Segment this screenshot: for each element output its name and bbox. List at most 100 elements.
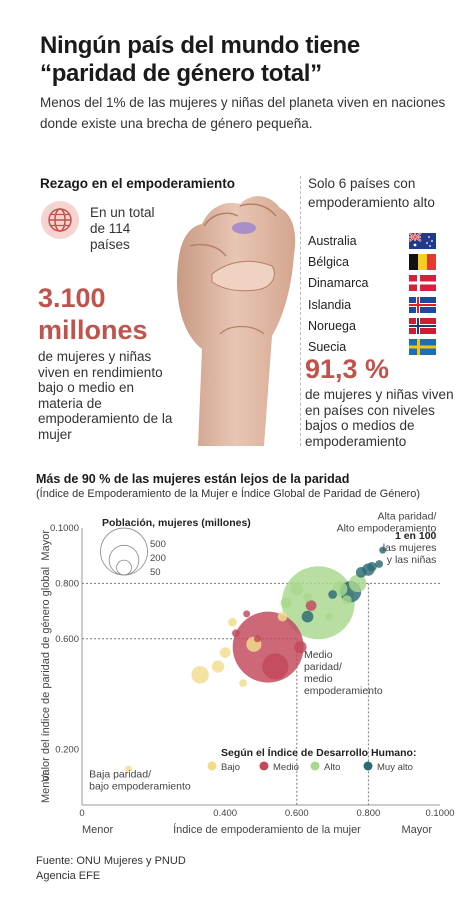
data-point-bajo xyxy=(239,679,248,688)
data-point-bajo xyxy=(125,765,133,773)
country-name: Bélgica xyxy=(308,254,349,269)
color-legend-label: Bajo xyxy=(221,762,240,773)
country-row-norway: Noruega xyxy=(308,315,436,336)
color-legend-swatch xyxy=(363,761,373,771)
y-tick-label: 0.600 xyxy=(55,634,79,645)
color-legend-swatch xyxy=(207,761,217,771)
data-point-alto xyxy=(303,592,312,602)
data-point-alto xyxy=(290,582,304,596)
australia-flag-icon xyxy=(409,232,436,249)
page-title: Ningún país del mundo tiene “paridad de … xyxy=(40,32,360,87)
y-axis-low-label: Menor xyxy=(40,771,52,803)
data-point-alto xyxy=(280,597,292,609)
data-point-bajo xyxy=(191,666,209,684)
data-point-bajo xyxy=(277,611,288,622)
data-point-medio xyxy=(262,653,289,680)
country-row-iceland: Islandia xyxy=(308,294,436,315)
annotation-text: Alta paridad/ xyxy=(377,511,436,523)
color-legend-title: Según el Índice de Desarrollo Humano: xyxy=(221,746,416,759)
country-list: Australia Bélgica Dinamarca xyxy=(308,230,436,358)
country-name: Dinamarca xyxy=(308,276,369,291)
annotation-text: medio xyxy=(304,673,333,685)
data-point-muy_alto xyxy=(375,560,384,568)
annotation-text: y las niñas xyxy=(387,554,437,566)
y-axis-high-label: Mayor xyxy=(40,530,52,561)
right-panel-description: de mujeres y niñas viven en países con n… xyxy=(305,387,454,449)
raised-fist-illustration xyxy=(177,196,296,446)
size-legend-label: 50 xyxy=(150,567,161,578)
data-point-medio xyxy=(294,640,307,654)
total-countries-text: En un total de 114 países xyxy=(90,205,155,252)
x-tick-label: 0.400 xyxy=(213,808,237,819)
size-legend-label: 500 xyxy=(150,539,166,550)
data-point-muy_alto xyxy=(328,590,337,599)
data-point-bajo xyxy=(227,617,237,627)
x-tick-label: 0.1000 xyxy=(425,808,454,819)
data-point-medio xyxy=(253,635,261,643)
annotation-text: empoderamiento xyxy=(304,685,383,697)
annotation-text: bajo empoderamiento xyxy=(89,780,191,792)
big-number-value: 3.100 xyxy=(38,283,106,313)
country-row-denmark: Dinamarca xyxy=(308,273,436,294)
sweden-flag-icon xyxy=(409,339,436,356)
size-legend-title: Población, mujeres (millones) xyxy=(102,517,251,529)
globe-icon xyxy=(41,201,79,239)
agency-line: Agencia EFE xyxy=(36,870,101,882)
scatter-chart: 0.400 0.600 0.800 0.1000 0 0.200 0.600 0.800 0.1… xyxy=(40,511,455,836)
color-legend-label: Muy alto xyxy=(377,762,413,773)
big-number-unit: millones xyxy=(38,315,148,345)
annotation-text: 1 en 100 xyxy=(395,530,437,542)
y-tick-label: 0.200 xyxy=(55,745,79,756)
belgium-flag-icon xyxy=(409,253,436,270)
x-axis-low-label: Menor xyxy=(82,824,114,836)
size-legend-label: 200 xyxy=(150,553,166,564)
country-name: Australia xyxy=(308,233,357,248)
data-point-alto xyxy=(325,612,333,621)
page-subtitle: Menos del 1% de las mujeres y niñas del … xyxy=(40,95,446,131)
annotation-text: Alto empoderamiento xyxy=(337,523,437,535)
data-point-muy_alto xyxy=(355,566,367,578)
norway-flag-icon xyxy=(409,317,436,334)
y-axis-label: Valor del índice de paridad de género gl… xyxy=(40,567,52,782)
country-name: Suecia xyxy=(308,340,347,355)
left-panel-heading: Rezago en el empoderamiento xyxy=(40,176,236,191)
y-tick-label: 0.1000 xyxy=(50,523,79,534)
panel-divider xyxy=(300,176,301,446)
chart-subtitle: (Índice de Empoderamiento de la Mujer e … xyxy=(36,488,421,500)
data-point-alto xyxy=(342,595,352,605)
data-point-muy_alto xyxy=(301,610,314,623)
x-tick-label: 0.800 xyxy=(357,808,381,819)
annotation-text: las mujeres xyxy=(383,542,437,554)
color-legend-label: Alto xyxy=(324,762,340,773)
percent-value: 91,3 % xyxy=(305,354,390,384)
big-number: 3.100 millones xyxy=(38,282,148,346)
source-line: Fuente: ONU Mujeres y PNUD xyxy=(36,855,186,867)
data-point-muy_alto xyxy=(379,546,387,554)
data-point-medio xyxy=(243,610,251,618)
data-point-bajo xyxy=(211,660,225,673)
color-legend-label: Medio xyxy=(273,762,299,773)
data-point-muy_alto xyxy=(367,561,377,572)
x-axis-high-label: Mayor xyxy=(401,824,432,836)
y-tick-label: 0.800 xyxy=(55,578,79,589)
country-row-australia: Australia xyxy=(308,230,436,251)
country-name: Islandia xyxy=(308,297,352,312)
chart-title: Más de 90 % de las mujeres están lejos d… xyxy=(36,472,350,486)
data-point-medio xyxy=(232,629,240,638)
denmark-flag-icon xyxy=(409,275,436,292)
data-point-alto xyxy=(348,574,367,593)
data-point-medio xyxy=(305,600,317,611)
country-name: Noruega xyxy=(308,318,356,333)
x-tick-label: 0.600 xyxy=(285,808,309,819)
country-row-sweden: Suecia xyxy=(308,336,436,357)
annotation-text: paridad/ xyxy=(304,661,342,673)
size-legend-circle xyxy=(116,559,132,576)
x-tick-label: 0 xyxy=(79,808,84,819)
color-legend-swatch xyxy=(259,761,269,771)
x-axis-label: Índice de empoderamiento de la mujer xyxy=(173,823,361,836)
country-row-belgium: Bélgica xyxy=(308,251,436,272)
iceland-flag-icon xyxy=(409,296,436,313)
annotation-text: Baja paridad/ xyxy=(89,768,151,780)
size-legend-circle xyxy=(100,527,148,576)
data-point-bajo xyxy=(219,647,231,658)
